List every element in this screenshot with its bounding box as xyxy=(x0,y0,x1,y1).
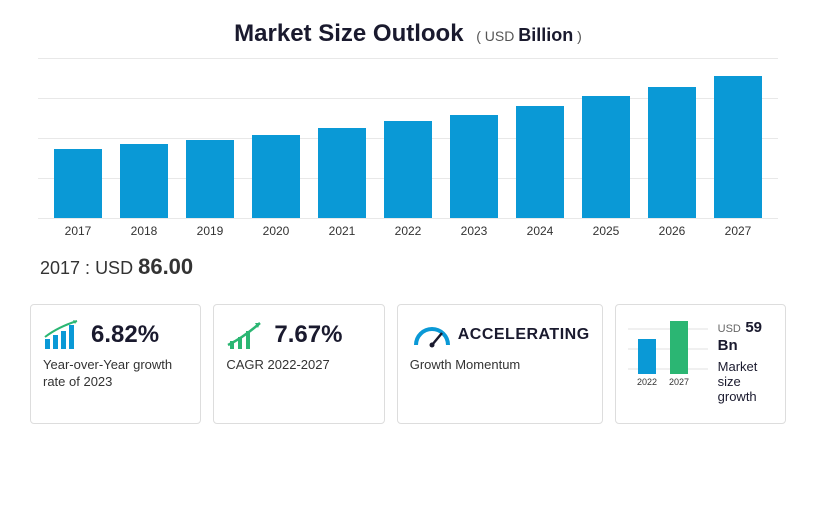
grid-line xyxy=(38,218,778,219)
card-momentum: ACCELERATING Growth Momentum xyxy=(397,304,603,424)
x-tick: 2024 xyxy=(510,224,570,238)
gauge-icon xyxy=(410,319,450,351)
yoy-value: 6.82% xyxy=(91,321,159,349)
svg-text:2022: 2022 xyxy=(637,377,657,387)
bar xyxy=(54,149,102,218)
card-growth: 2022 2027 USD 59 Bn Market size growth xyxy=(615,304,786,424)
x-tick: 2018 xyxy=(114,224,174,238)
page-title: Market Size Outlook ( USD Billion ) xyxy=(30,20,786,48)
bar xyxy=(252,135,300,218)
yoy-label: Year-over-Year growth rate of 2023 xyxy=(43,357,188,391)
metric-cards: 6.82% Year-over-Year growth rate of 2023… xyxy=(30,304,786,424)
bar xyxy=(714,76,762,218)
bar xyxy=(384,121,432,218)
cagr-label: CAGR 2022-2027 xyxy=(226,357,371,374)
svg-text:2027: 2027 xyxy=(669,377,689,387)
baseline-value: 2017 : USD 86.00 xyxy=(40,254,786,280)
bar xyxy=(186,140,234,218)
title-main: Market Size Outlook xyxy=(234,20,463,47)
x-tick: 2017 xyxy=(48,224,108,238)
x-tick: 2020 xyxy=(246,224,306,238)
title-unit: ( USD Billion ) xyxy=(476,28,582,44)
growth-label: Market size growth xyxy=(718,359,773,404)
bar-chart: 2017 2018 2019 2020 2021 2022 2023 2024 2025 2026… xyxy=(38,58,778,238)
x-tick: 2022 xyxy=(378,224,438,238)
card-cagr: 7.67% CAGR 2022-2027 xyxy=(213,304,384,424)
mini-bar-chart: 2022 2027 xyxy=(628,319,708,389)
bar xyxy=(318,128,366,218)
bar xyxy=(516,106,564,218)
bar xyxy=(450,115,498,218)
bar xyxy=(648,87,696,218)
card-yoy: 6.82% Year-over-Year growth rate of 2023 xyxy=(30,304,201,424)
bar xyxy=(120,144,168,218)
x-tick: 2019 xyxy=(180,224,240,238)
x-tick: 2023 xyxy=(444,224,504,238)
x-tick: 2026 xyxy=(642,224,702,238)
momentum-label: Growth Momentum xyxy=(410,357,590,374)
x-tick: 2027 xyxy=(708,224,768,238)
line-trend-icon xyxy=(226,319,266,351)
bar-trend-icon xyxy=(43,319,83,351)
cagr-value: 7.67% xyxy=(274,321,342,349)
x-tick: 2025 xyxy=(576,224,636,238)
growth-text: USD 59 Bn Market size growth xyxy=(718,319,773,404)
title-billion: Billion xyxy=(518,25,573,45)
bar xyxy=(582,96,630,218)
x-axis: 2017 2018 2019 2020 2021 2022 2023 2024 2025 2026… xyxy=(38,218,778,238)
momentum-value: ACCELERATING xyxy=(458,326,590,344)
x-tick: 2021 xyxy=(312,224,372,238)
title-usd: USD xyxy=(485,28,515,44)
